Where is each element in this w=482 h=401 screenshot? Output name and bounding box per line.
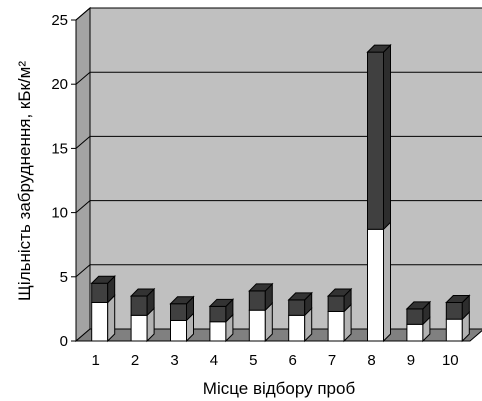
plot-area	[71, 6, 482, 343]
bar-front	[406, 308, 424, 325]
bar-top	[366, 44, 392, 53]
bar-segment	[405, 300, 432, 326]
y-tick-label: 10	[51, 205, 68, 222]
bar-top	[129, 288, 156, 297]
bar-segment	[209, 313, 234, 343]
bar-front	[288, 314, 306, 342]
x-tick-label: 7	[328, 352, 336, 369]
gridline	[75, 7, 482, 21]
bar-front	[170, 303, 187, 321]
bar-segment	[129, 287, 156, 317]
x-tick-label: 9	[407, 352, 415, 369]
bar-front	[445, 318, 463, 342]
bar-segment	[327, 303, 352, 343]
x-tick-label: 8	[367, 352, 375, 369]
bar-side	[383, 43, 391, 231]
y-tick-label: 25	[51, 12, 68, 29]
x-tick-labels: 1 2 3 4 5 6 7 8 9 10	[92, 352, 459, 369]
bar-segment	[169, 295, 195, 322]
bar-segment	[445, 310, 470, 343]
bar-top	[90, 275, 116, 284]
x-tick-label: 4	[210, 352, 218, 369]
bar-side	[383, 221, 391, 343]
bar-front	[170, 319, 187, 342]
bar-segment	[288, 307, 313, 343]
bar-segment	[366, 43, 392, 231]
gridline	[75, 264, 482, 278]
bars	[90, 43, 471, 343]
bar-front	[91, 301, 109, 342]
y-tick-labels: 0 5 10 15 20 25	[51, 12, 68, 350]
bar-front	[130, 314, 148, 342]
gridline	[75, 200, 482, 213]
y-axis-title: Щільність забруднення, кБк/м²	[15, 61, 34, 301]
bar-front	[288, 299, 306, 316]
bar-front	[327, 295, 345, 312]
side-wall	[75, 6, 91, 343]
bar-front	[91, 282, 109, 303]
gridline	[75, 135, 482, 149]
bar-segment	[287, 291, 313, 317]
bar-front	[130, 295, 148, 316]
bar-top	[287, 292, 313, 301]
back-wall	[89, 7, 482, 330]
bar-top	[169, 296, 195, 305]
x-tick-label: 2	[131, 352, 139, 369]
bar-segment	[326, 287, 353, 313]
x-tick-label: 3	[170, 352, 178, 369]
bar-front	[209, 305, 227, 323]
bar-front	[406, 323, 424, 342]
bar-top	[445, 294, 471, 303]
x-tick-label: 6	[289, 352, 297, 369]
bar-front	[367, 228, 384, 342]
y-tick-label: 5	[60, 269, 68, 286]
bar-front	[367, 51, 384, 230]
bar-front	[248, 290, 266, 311]
bar-segment	[367, 221, 391, 343]
x-axis-title: Місце відбору проб	[203, 379, 356, 398]
y-tick-label: 0	[60, 333, 68, 350]
bar-segment	[208, 298, 235, 323]
bar-front	[248, 309, 266, 342]
bar-front	[327, 310, 345, 342]
bar-segment	[445, 294, 471, 321]
x-tick-label: 1	[92, 352, 100, 369]
y-tick-label: 15	[51, 140, 68, 157]
bar-segment	[91, 294, 116, 343]
bar-top	[248, 283, 274, 292]
gridline	[75, 71, 482, 85]
bar-segment	[248, 282, 274, 312]
bar-top	[405, 301, 432, 310]
bar-side	[107, 294, 116, 343]
bar-segment	[248, 301, 273, 343]
x-tick-label: 5	[249, 352, 257, 369]
y-tick-label: 20	[51, 76, 68, 93]
bar-segment	[90, 275, 116, 304]
bar-top	[326, 288, 353, 297]
bar-front	[445, 301, 463, 320]
bar-top	[208, 298, 235, 307]
bar-front	[209, 321, 227, 342]
x-tick-label: 10	[442, 352, 459, 369]
